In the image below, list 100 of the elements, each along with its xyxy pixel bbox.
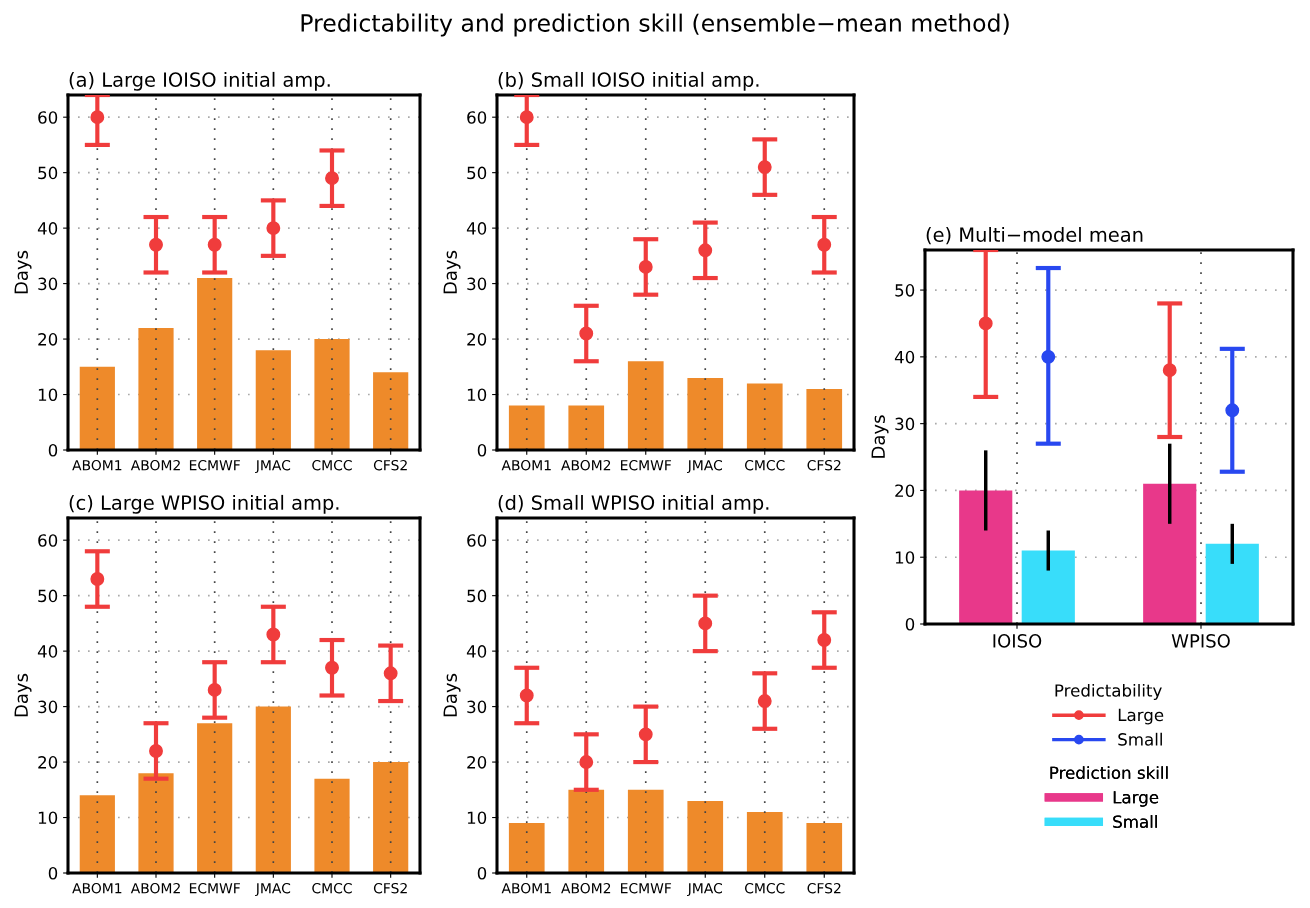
bar — [138, 327, 174, 450]
y-tick-label: 50 — [467, 166, 487, 180]
x-tick-label: CFS2 — [807, 882, 841, 894]
bar — [959, 490, 1013, 624]
chart-title: (c) Large WPISO initial amp. — [69, 494, 339, 514]
bar — [687, 377, 724, 450]
point — [757, 694, 772, 708]
point — [757, 160, 772, 175]
x-tick-label: ECMWF — [621, 882, 672, 894]
y-tick-label: 30 — [467, 700, 487, 714]
y-tick-label: 60 — [467, 111, 487, 124]
x-tick-label: ECMWF — [189, 882, 240, 894]
x-tick-label: CMCC — [312, 882, 352, 894]
y-tick-label: 40 — [37, 222, 58, 235]
text: Predictability and prediction skill (ensemble−mean method) — [301, 13, 1009, 37]
point — [266, 627, 281, 642]
bar — [255, 350, 291, 450]
x-tick-label: ECMWF — [189, 459, 240, 471]
bar — [138, 773, 174, 873]
x-tick-label: ABOM2 — [130, 459, 180, 471]
bar — [197, 723, 233, 873]
legend-label: Large — [1113, 791, 1159, 807]
point — [638, 727, 653, 742]
x-tick-label: ECMWF — [621, 459, 672, 471]
bar — [1021, 550, 1075, 624]
point — [90, 572, 105, 586]
legend-label: Small — [1118, 732, 1162, 746]
y-tick-label: 40 — [37, 645, 58, 658]
x-tick-label: CMCC — [312, 459, 352, 471]
y-tick-label: 40 — [894, 350, 915, 364]
y-tick-label: 20 — [38, 756, 58, 769]
x-tick-label: CMCC — [744, 459, 785, 471]
x-tick-label: JMAC — [255, 459, 291, 474]
y-tick-label: 30 — [467, 277, 487, 291]
text: Prediction skill — [1050, 766, 1168, 780]
x-tick-label: CFS2 — [373, 882, 407, 894]
y-tick-label: 30 — [38, 277, 58, 291]
y-axis-title: Days — [443, 673, 461, 717]
point — [207, 237, 222, 252]
x-tick-label: ABOM2 — [561, 882, 611, 894]
x-tick-label: ABOM2 — [130, 882, 180, 894]
bar — [255, 706, 291, 873]
x-tick-label: ABOM1 — [72, 882, 122, 894]
y-tick-label: 20 — [467, 333, 487, 346]
point — [519, 110, 534, 125]
y-axis-title: Days — [871, 415, 889, 458]
y-axis-title: Days — [14, 673, 32, 717]
y-tick-label: 10 — [467, 811, 487, 825]
y-tick-label: 50 — [38, 589, 58, 603]
y-tick-label: 50 — [467, 589, 487, 603]
text: Predictability — [1055, 683, 1162, 701]
chart-title: (b) Small IOISO initial amp. — [498, 71, 759, 91]
bar — [314, 778, 350, 873]
bar — [806, 388, 843, 450]
chart-title: (e) Multi−model mean — [926, 226, 1143, 245]
x-tick-label: ABOM2 — [561, 459, 611, 471]
point — [266, 221, 281, 236]
bar — [197, 278, 233, 450]
point — [698, 616, 713, 631]
y-tick-label: 10 — [467, 388, 487, 402]
bar — [508, 405, 545, 450]
y-axis-title: Days — [443, 250, 461, 294]
point — [579, 755, 594, 770]
point — [149, 237, 163, 252]
point — [519, 688, 534, 703]
x-tick-label: IOISO — [993, 634, 1042, 648]
y-tick-label: 0 — [477, 443, 487, 457]
point — [579, 326, 594, 341]
point — [383, 666, 398, 681]
bar — [373, 762, 409, 873]
y-tick-label: 20 — [38, 333, 58, 346]
bar — [1205, 543, 1259, 624]
y-tick-label: 60 — [38, 534, 58, 547]
y-tick-label: 40 — [466, 645, 487, 658]
point — [325, 171, 339, 186]
bar — [79, 366, 115, 450]
point — [638, 260, 653, 274]
y-axis-title: Days — [14, 250, 32, 294]
x-tick-label: JMAC — [687, 882, 723, 897]
point — [149, 744, 163, 758]
bar — [373, 372, 409, 450]
x-tick-label: ABOM1 — [72, 459, 122, 471]
y-tick-label: 10 — [895, 551, 915, 564]
y-tick-label: 50 — [895, 284, 915, 297]
y-tick-label: 40 — [466, 222, 487, 235]
x-tick-label: ABOM1 — [501, 459, 551, 471]
y-tick-label: 20 — [467, 756, 487, 769]
x-tick-label: CFS2 — [373, 459, 407, 471]
legend-label: Large — [1118, 708, 1164, 725]
x-tick-label: ABOM1 — [501, 882, 551, 894]
y-tick-label: 60 — [38, 111, 58, 124]
y-tick-label: 20 — [895, 484, 915, 497]
y-tick-label: 0 — [477, 866, 487, 880]
point — [817, 633, 832, 647]
point — [325, 660, 339, 675]
bar — [627, 361, 664, 450]
y-tick-label: 30 — [38, 700, 58, 714]
x-tick-label: CMCC — [744, 882, 785, 894]
y-tick-label: 0 — [48, 866, 58, 880]
bar — [314, 339, 350, 450]
